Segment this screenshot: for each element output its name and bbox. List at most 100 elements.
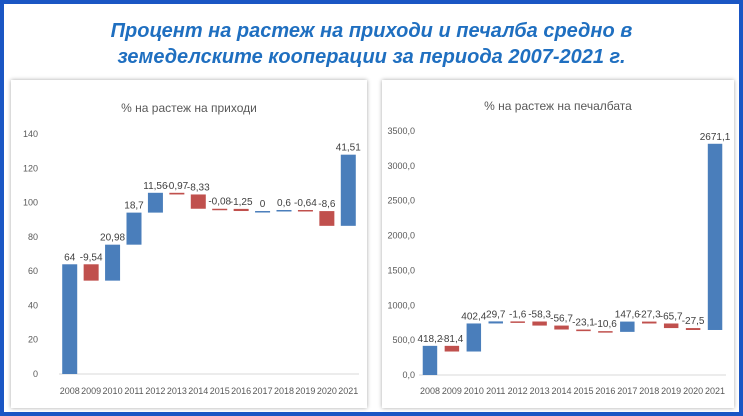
bar-2011 [488, 321, 503, 324]
data-label-2008: 64 [64, 252, 76, 263]
data-label-2014: -8,33 [187, 182, 210, 193]
data-label-2011: 18,7 [124, 201, 144, 212]
data-label-2015: -0,08 [208, 197, 231, 208]
x-tick-label: 2010 [103, 386, 123, 396]
data-label-2020: -8,6 [318, 199, 336, 210]
x-tick-label: 2008 [420, 386, 440, 396]
data-label-2017: 0 [260, 199, 266, 210]
x-tick-label: 2021 [338, 386, 358, 396]
data-label-2010: 402,4 [461, 311, 486, 322]
x-tick-label: 2015 [573, 386, 593, 396]
data-label-2018: 0,6 [277, 198, 291, 209]
bar-2017 [255, 211, 271, 213]
data-label-2012: 11,56 [143, 181, 168, 192]
profit-growth-chart-svg: % на растеж на печалбата 0,0 500,0 1000,0 1… [387, 99, 731, 396]
y-tick-label: 2000,0 [387, 231, 415, 241]
bar-2012 [510, 321, 525, 323]
y-tick-label: 1000,0 [387, 300, 415, 310]
data-label-2012: -1,6 [509, 309, 527, 320]
bar-2015 [576, 329, 591, 332]
x-tick-label: 2017 [253, 386, 273, 396]
page-title-line-2: земеделските кооперации за периода 2007-… [117, 46, 626, 68]
x-tick-label: 2011 [124, 386, 143, 396]
data-label-2009: -9,54 [80, 252, 103, 263]
data-label-2014: -56,7 [550, 314, 573, 325]
x-tick-label: 2008 [60, 386, 80, 396]
bar-2021 [707, 143, 723, 330]
bar-2014 [190, 194, 206, 209]
revenue-growth-chart: % на растеж на приходи 0 20 40 60 80 100 120 14… [11, 80, 367, 408]
bar-2019 [663, 323, 679, 329]
page-title-line-1: Процент на растеж на приходи и печалба с… [110, 20, 633, 42]
bar-2018 [642, 321, 657, 324]
bar-2019 [297, 209, 313, 212]
data-label-2021: 41,51 [336, 143, 361, 154]
bar-2012 [147, 192, 163, 213]
y-tick-label: 80 [28, 232, 38, 242]
bar-2010 [105, 244, 121, 281]
bar-2017 [620, 321, 635, 332]
x-tick-label: 2013 [530, 386, 550, 396]
y-tick-label: 120 [23, 163, 38, 173]
y-tick-label: 20 [28, 335, 38, 345]
data-label-2020: -27,5 [682, 316, 705, 327]
data-label-2009: -81,4 [440, 334, 463, 345]
y-tick-label: 0,0 [402, 370, 415, 380]
x-tick-label: 2016 [231, 386, 251, 396]
bar-2013 [169, 192, 185, 195]
data-label-2018: -27,3 [638, 310, 661, 321]
x-tick-label: 2018 [639, 386, 659, 396]
data-label-2021: 2671,1 [700, 132, 731, 143]
data-label-2013: -0,97 [165, 181, 188, 192]
x-tick-label: 2009 [442, 386, 462, 396]
bar-2008 [62, 264, 78, 374]
data-label-2011: 29,7 [486, 309, 506, 320]
y-tick-label: 0 [33, 369, 38, 379]
bar-2009 [444, 345, 460, 352]
y-tick-label: 3500,0 [387, 126, 415, 136]
x-tick-label: 2015 [210, 386, 230, 396]
bar-2013 [532, 321, 547, 326]
data-label-2016: -10,6 [594, 319, 617, 330]
data-label-2017: 147,6 [615, 310, 640, 321]
bar-2016 [233, 208, 249, 212]
y-tick-label: 2500,0 [387, 196, 415, 206]
data-label-2016: -1,25 [230, 197, 253, 208]
bar-2009 [83, 264, 99, 281]
bar-2015 [212, 208, 228, 211]
x-tick-label: 2019 [661, 386, 681, 396]
page-title: Процент на растеж на приходи и печалба с… [4, 18, 739, 70]
bar-2008 [422, 345, 438, 375]
x-tick-label: 2021 [705, 386, 725, 396]
bar-2011 [126, 212, 142, 245]
y-tick-label: 1500,0 [387, 265, 415, 275]
profit-growth-chart: % на растеж на печалбата 0,0 500,0 1000,0 1… [382, 80, 734, 408]
y-tick-label: 100 [23, 198, 38, 208]
bar-2021 [340, 154, 356, 226]
x-tick-label: 2014 [188, 386, 208, 396]
y-tick-label: 140 [23, 129, 38, 139]
y-tick-label: 40 [28, 300, 38, 310]
x-tick-label: 2009 [81, 386, 101, 396]
bar-2020 [319, 211, 335, 226]
x-tick-label: 2013 [167, 386, 187, 396]
page-frame: Процент на растеж на приходи и печалба с… [4, 4, 739, 412]
x-tick-label: 2012 [145, 386, 165, 396]
y-tick-label: 500,0 [392, 335, 415, 345]
bar-2014 [554, 325, 569, 330]
bar-2010 [466, 323, 482, 352]
x-tick-label: 2016 [595, 386, 615, 396]
x-tick-label: 2017 [617, 386, 637, 396]
x-tick-label: 2011 [486, 386, 505, 396]
chart-title: % на растеж на приходи [121, 101, 257, 115]
y-tick-label: 3000,0 [387, 161, 415, 171]
bar-2020 [685, 328, 701, 330]
data-label-2019: -65,7 [660, 311, 683, 322]
y-tick-label: 60 [28, 266, 38, 276]
x-tick-label: 2020 [317, 386, 337, 396]
x-tick-label: 2010 [464, 386, 484, 396]
bar-2018 [276, 209, 292, 212]
chart-title: % на растеж на печалбата [484, 99, 632, 113]
bar-2016 [598, 331, 613, 333]
data-label-2015: -23,1 [572, 318, 595, 329]
